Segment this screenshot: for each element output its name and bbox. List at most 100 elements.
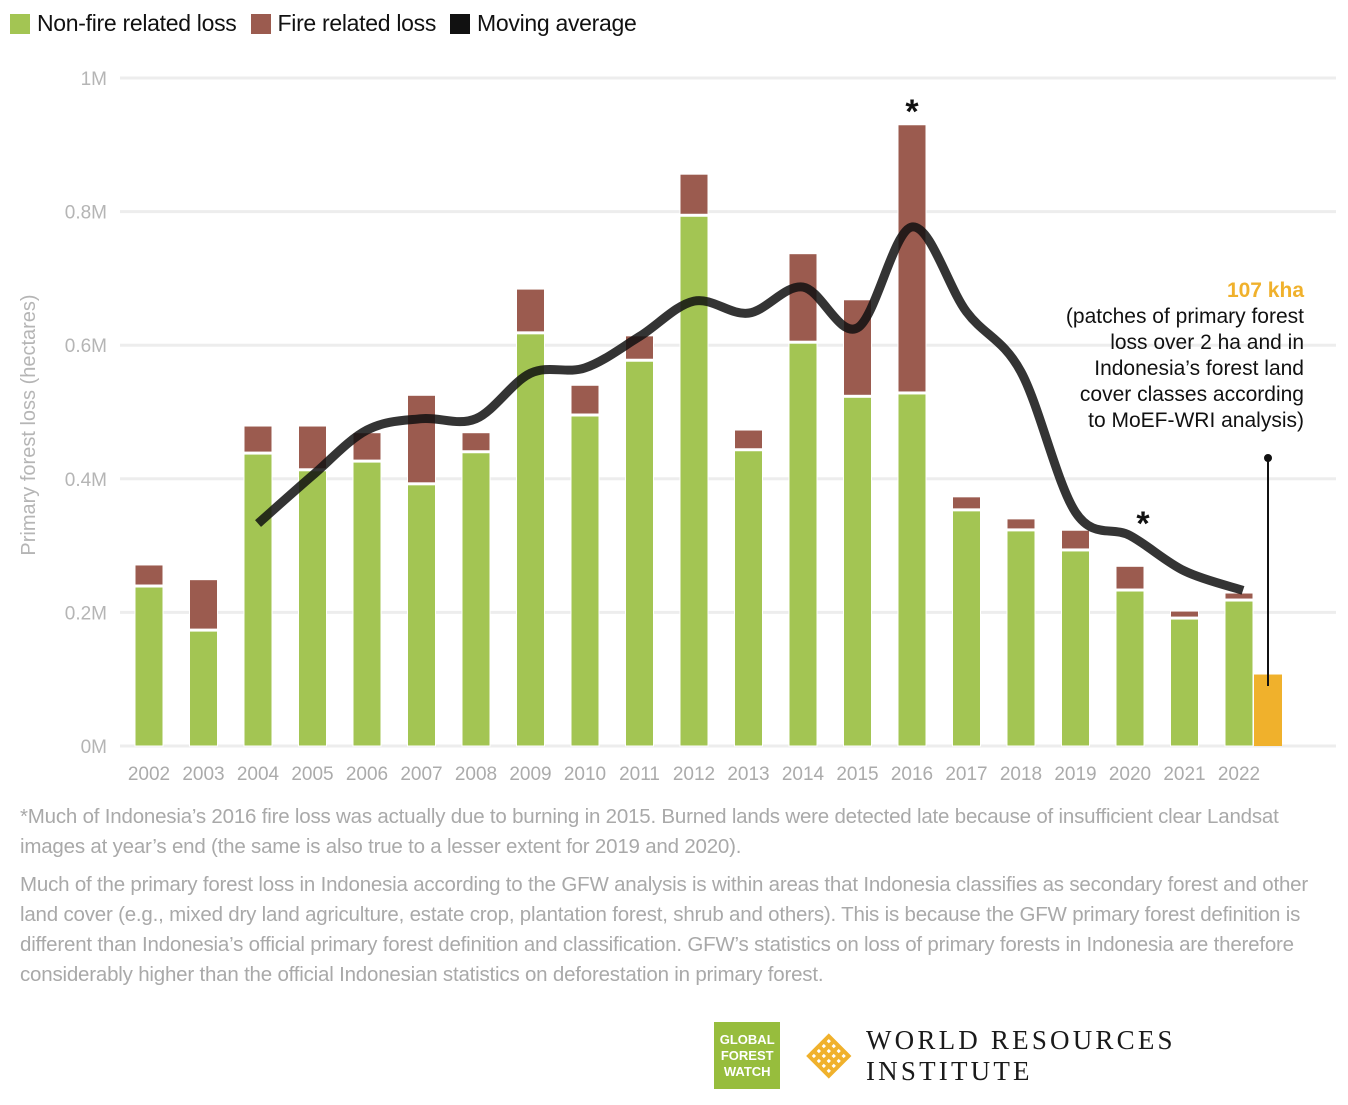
bar-non-fire [407,484,436,747]
x-tick-label: 2006 [346,764,388,785]
y-tick-label: 0.4M [65,470,107,491]
logos: GLOBAL FOREST WATCH WORLD RESOURCES INST… [714,1022,1348,1089]
bar-fire [516,288,545,333]
bar-fire [1170,610,1199,618]
bar-non-fire [679,215,709,747]
annotation-line: loss over 2 ha and in [1110,331,1304,354]
bar-fire [570,384,600,415]
wri-lattice-icon [806,1032,852,1079]
bar-fire [679,173,709,215]
x-tick-label: 2020 [1109,764,1151,785]
legend-item-moving-average[interactable]: Moving average [450,10,637,37]
wri-logo[interactable]: WORLD RESOURCES INSTITUTE [806,1025,1348,1087]
x-tick-label: 2013 [727,764,769,785]
bar-non-fire [298,470,327,747]
legend: Non-fire related loss Fire related loss … [10,10,651,37]
x-tick-label: 2017 [945,764,987,785]
bar-non-fire [897,393,927,747]
bar-non-fire [625,360,654,747]
y-axis-ticks: 0M 0.2M 0.4M 0.6M 0.8M 1M [65,69,107,758]
y-tick-label: 0.2M [65,603,107,624]
asterisk-marker: * [905,93,919,131]
x-tick-label: 2005 [291,764,333,785]
bar-moef-wri [1254,674,1282,746]
bar-fire [1061,529,1090,550]
legend-swatch-moving-average [450,13,471,34]
annotation-leader-dot [1264,454,1272,462]
bar-non-fire [1170,618,1199,747]
bar-fire [1224,592,1254,600]
legend-label: Fire related loss [277,10,437,36]
annotation-line: (patches of primary forest [1065,305,1304,328]
legend-swatch-fire [250,13,271,34]
bar-fire [1006,518,1036,530]
gfw-logo-text: WATCH [723,1063,771,1079]
bar-fire [734,429,763,450]
y-tick-label: 0.6M [65,336,107,357]
x-tick-label: 2022 [1218,764,1260,785]
bar-non-fire [243,453,273,747]
annotation-highlight: 107 kha [1226,279,1304,302]
x-tick-label: 2016 [891,764,933,785]
gfw-logo-text: FOREST [720,1047,774,1063]
bars [134,124,1282,747]
legend-label: Non-fire related loss [37,10,237,36]
bar-non-fire [352,461,382,747]
bar-non-fire [1061,550,1090,747]
gfw-logo[interactable]: GLOBAL FOREST WATCH [714,1022,781,1089]
bar-non-fire [461,452,491,747]
x-tick-label: 2010 [564,764,606,785]
y-tick-label: 1M [81,69,107,90]
moving-average-line [255,222,1245,595]
legend-swatch-non-fire [10,13,30,34]
annotations: ** [905,93,1272,686]
x-tick-label: 2015 [836,764,878,785]
bar-fire [461,432,491,452]
wri-name: WORLD RESOURCES INSTITUTE [865,1024,1176,1086]
annotation-line: Indonesia’s forest land [1094,357,1304,380]
bar-fire [407,394,436,484]
x-tick-label: 2009 [509,764,551,785]
annotation-107kha: 107 kha (patches of primary forest loss … [1004,278,1304,434]
x-tick-label: 2021 [1163,764,1205,785]
bar-non-fire [516,333,545,747]
bar-non-fire [843,396,872,747]
bar-fire [897,124,927,393]
legend-item-non-fire[interactable]: Non-fire related loss [10,10,237,37]
bar-non-fire [1224,600,1254,747]
annotation-line: to MoEF-WRI analysis) [1088,409,1304,432]
bar-fire [243,425,273,453]
x-tick-label: 2004 [237,764,280,785]
footnote-asterisk: *Much of Indonesia’s 2016 fire loss was … [20,805,1279,858]
footnote-definition: Much of the primary forest loss in Indon… [20,873,1308,986]
legend-item-fire[interactable]: Fire related loss [250,10,437,37]
chart: 0M 0.2M 0.4M 0.6M 0.8M 1M Primary forest loss… [18,69,1336,785]
x-tick-label: 2014 [782,764,825,785]
x-tick-label: 2007 [400,764,442,785]
bar-non-fire [734,450,763,747]
bar-non-fire [952,510,981,747]
footnotes: *Much of Indonesia’s 2016 fire loss was … [20,802,1340,998]
gfw-logo-text: GLOBAL [719,1031,775,1047]
y-axis-label: Primary forest loss (hectares) [18,294,40,555]
bar-non-fire [134,586,164,747]
annotation-line: cover classes according [1079,383,1304,406]
x-tick-label: 2018 [1000,764,1042,785]
y-tick-label: 0.8M [65,203,107,224]
legend-label: Moving average [477,10,637,36]
y-tick-label: 0M [81,737,107,758]
x-axis-ticks: 2002 2003 2004 2005 2006 2007 2008 2009 2010 2011… [128,764,1260,785]
bar-non-fire [788,342,818,747]
bar-fire [952,496,981,510]
bar-non-fire [570,415,600,747]
bar-non-fire [1006,530,1036,747]
x-tick-label: 2012 [673,764,715,785]
bar-fire [1115,565,1145,590]
bar-non-fire [1115,590,1145,747]
x-tick-label: 2011 [619,764,660,785]
asterisk-marker: * [1136,505,1150,543]
bar-fire [134,564,164,586]
bar-non-fire [189,630,218,747]
x-tick-label: 2019 [1054,764,1096,785]
x-tick-label: 2008 [455,764,497,785]
